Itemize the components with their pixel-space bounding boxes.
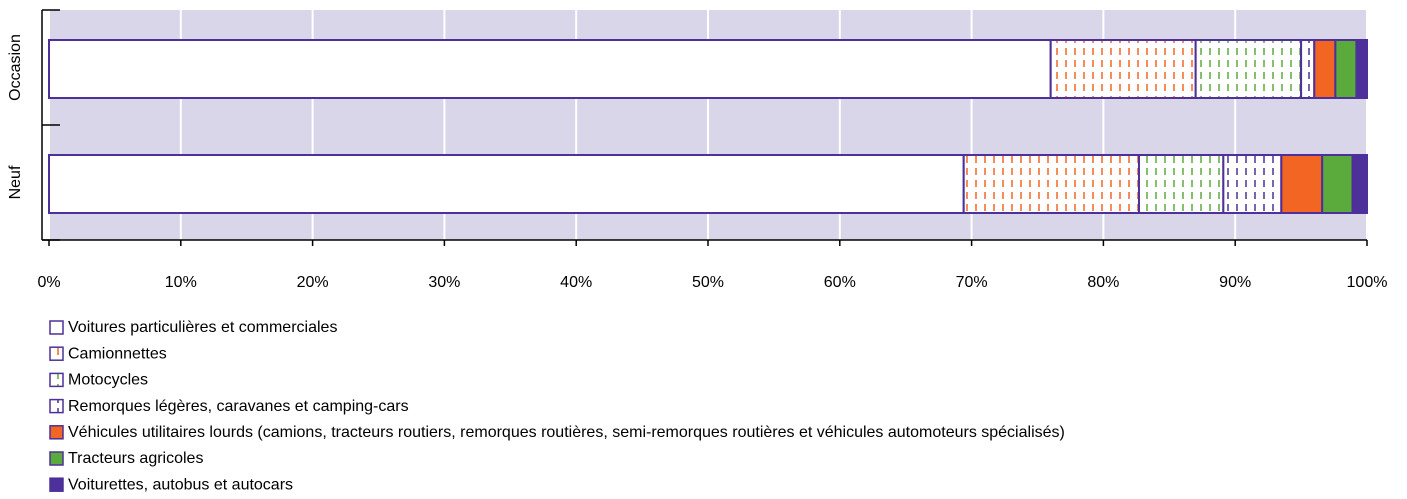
bar-segment [1351,154,1368,214]
bar-segment [1334,39,1358,99]
x-tick-label: 10% [165,274,197,291]
legend-swatch [49,425,64,440]
bar-segment [1355,39,1369,99]
x-tick-label: 20% [297,274,329,291]
bar-segment [1300,39,1316,99]
legend-swatch [49,451,64,466]
legend-label: Motocycles [68,372,148,389]
x-tick-label: 0% [37,274,60,291]
legend-label: Véhicules utilitaires lourds (camions, t… [68,424,1065,441]
bar-segment [1222,154,1283,214]
x-tick-label: 50% [692,274,724,291]
x-tick-label: 40% [560,274,592,291]
legend-label: Voiturettes, autobus et autocars [68,476,293,493]
x-tick-label: 100% [1347,274,1388,291]
x-tick-label: 60% [824,274,856,291]
x-tick-label: 80% [1087,274,1119,291]
bar-segment [48,154,965,214]
x-tick-label: 30% [428,274,460,291]
bar-segment [48,39,1052,99]
bar-segment [962,154,1140,214]
legend-swatch [49,346,64,361]
legend-swatch [49,477,64,492]
legend-label: Voitures particulières et commerciales [68,319,337,336]
y-tick-label: Occasion [7,34,24,101]
legend-label: Remorques légères, caravanes et camping-… [68,398,409,415]
bar-segment [1280,154,1324,214]
bar-segment [1313,39,1337,99]
bar-segment [1137,154,1225,214]
legend-swatch [49,398,64,414]
bar-segment [1194,39,1303,99]
legend-label: Tracteurs agricoles [68,450,203,467]
bar-segment [1321,154,1354,214]
legend-swatch [49,320,64,335]
legend-label: Camionnettes [68,345,167,362]
x-tick-label: 90% [1219,274,1251,291]
bar-segment [1049,39,1197,99]
y-tick-label: Neuf [7,165,24,199]
x-tick-label: 70% [956,274,988,291]
legend-swatch [49,372,64,388]
